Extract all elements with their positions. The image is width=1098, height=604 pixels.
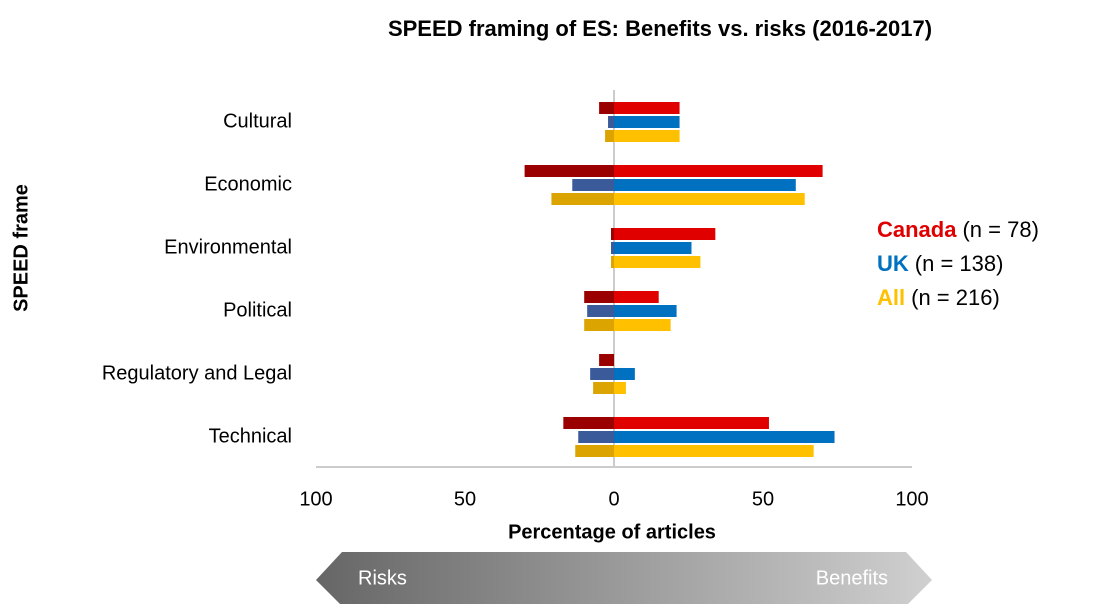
- x-tick-label: 0: [608, 488, 619, 510]
- bar: [605, 130, 614, 142]
- bar: [590, 368, 614, 380]
- bar: [584, 291, 614, 303]
- bar: [599, 354, 614, 366]
- y-axis-label: SPEED frame: [10, 184, 32, 312]
- y-tick-label: Political: [223, 299, 292, 321]
- x-tick-label: 100: [895, 488, 928, 510]
- bar: [614, 445, 814, 457]
- bar: [614, 102, 680, 114]
- bar: [587, 305, 614, 317]
- bar: [614, 319, 671, 331]
- legend-entry: All (n = 216): [877, 285, 1000, 310]
- legend-note: (n = 138): [915, 251, 1004, 276]
- bar: [608, 116, 614, 128]
- x-tick-label: 50: [752, 488, 774, 510]
- legend-name: All: [877, 285, 905, 310]
- bar: [614, 228, 716, 240]
- bar: [524, 165, 614, 177]
- bar: [563, 417, 614, 429]
- y-tick-label: Environmental: [164, 236, 292, 258]
- legend-entry: UK (n = 138): [877, 251, 1003, 276]
- bar: [614, 256, 701, 268]
- bar: [572, 179, 614, 191]
- bar: [614, 368, 635, 380]
- bar: [551, 193, 614, 205]
- arrow-label: Benefits: [816, 567, 888, 589]
- bar: [614, 242, 692, 254]
- bar: [584, 319, 614, 331]
- bar: [614, 116, 680, 128]
- bar: [593, 382, 614, 394]
- bar: [614, 382, 626, 394]
- legend-note: (n = 78): [962, 217, 1038, 242]
- bar: [614, 417, 769, 429]
- legend-note: (n = 216): [911, 285, 1000, 310]
- y-tick-label: Economic: [204, 173, 292, 195]
- bar: [578, 431, 614, 443]
- x-axis-label: Percentage of articles: [508, 521, 716, 543]
- bar: [614, 165, 823, 177]
- arrow-label: Risks: [358, 567, 407, 589]
- bar: [611, 256, 614, 268]
- y-tick-label: Technical: [209, 425, 292, 447]
- bar: [611, 242, 614, 254]
- bar: [614, 130, 680, 142]
- x-tick-label: 100: [299, 488, 332, 510]
- bar: [614, 193, 805, 205]
- y-tick-label: Cultural: [223, 110, 292, 132]
- direction-arrow: [316, 552, 932, 604]
- legend-name: Canada: [877, 217, 957, 242]
- legend-name: UK: [877, 251, 909, 276]
- y-tick-label: Regulatory and Legal: [102, 362, 292, 384]
- bar: [614, 305, 677, 317]
- bar: [599, 102, 614, 114]
- bar: [614, 291, 659, 303]
- x-tick-label: 50: [454, 488, 476, 510]
- bar: [575, 445, 614, 457]
- legend-entry: Canada (n = 78): [877, 217, 1039, 242]
- bar: [611, 228, 614, 240]
- bar: [614, 179, 796, 191]
- bar: [614, 431, 835, 443]
- chart-title: SPEED framing of ES: Benefits vs. risks …: [388, 16, 932, 41]
